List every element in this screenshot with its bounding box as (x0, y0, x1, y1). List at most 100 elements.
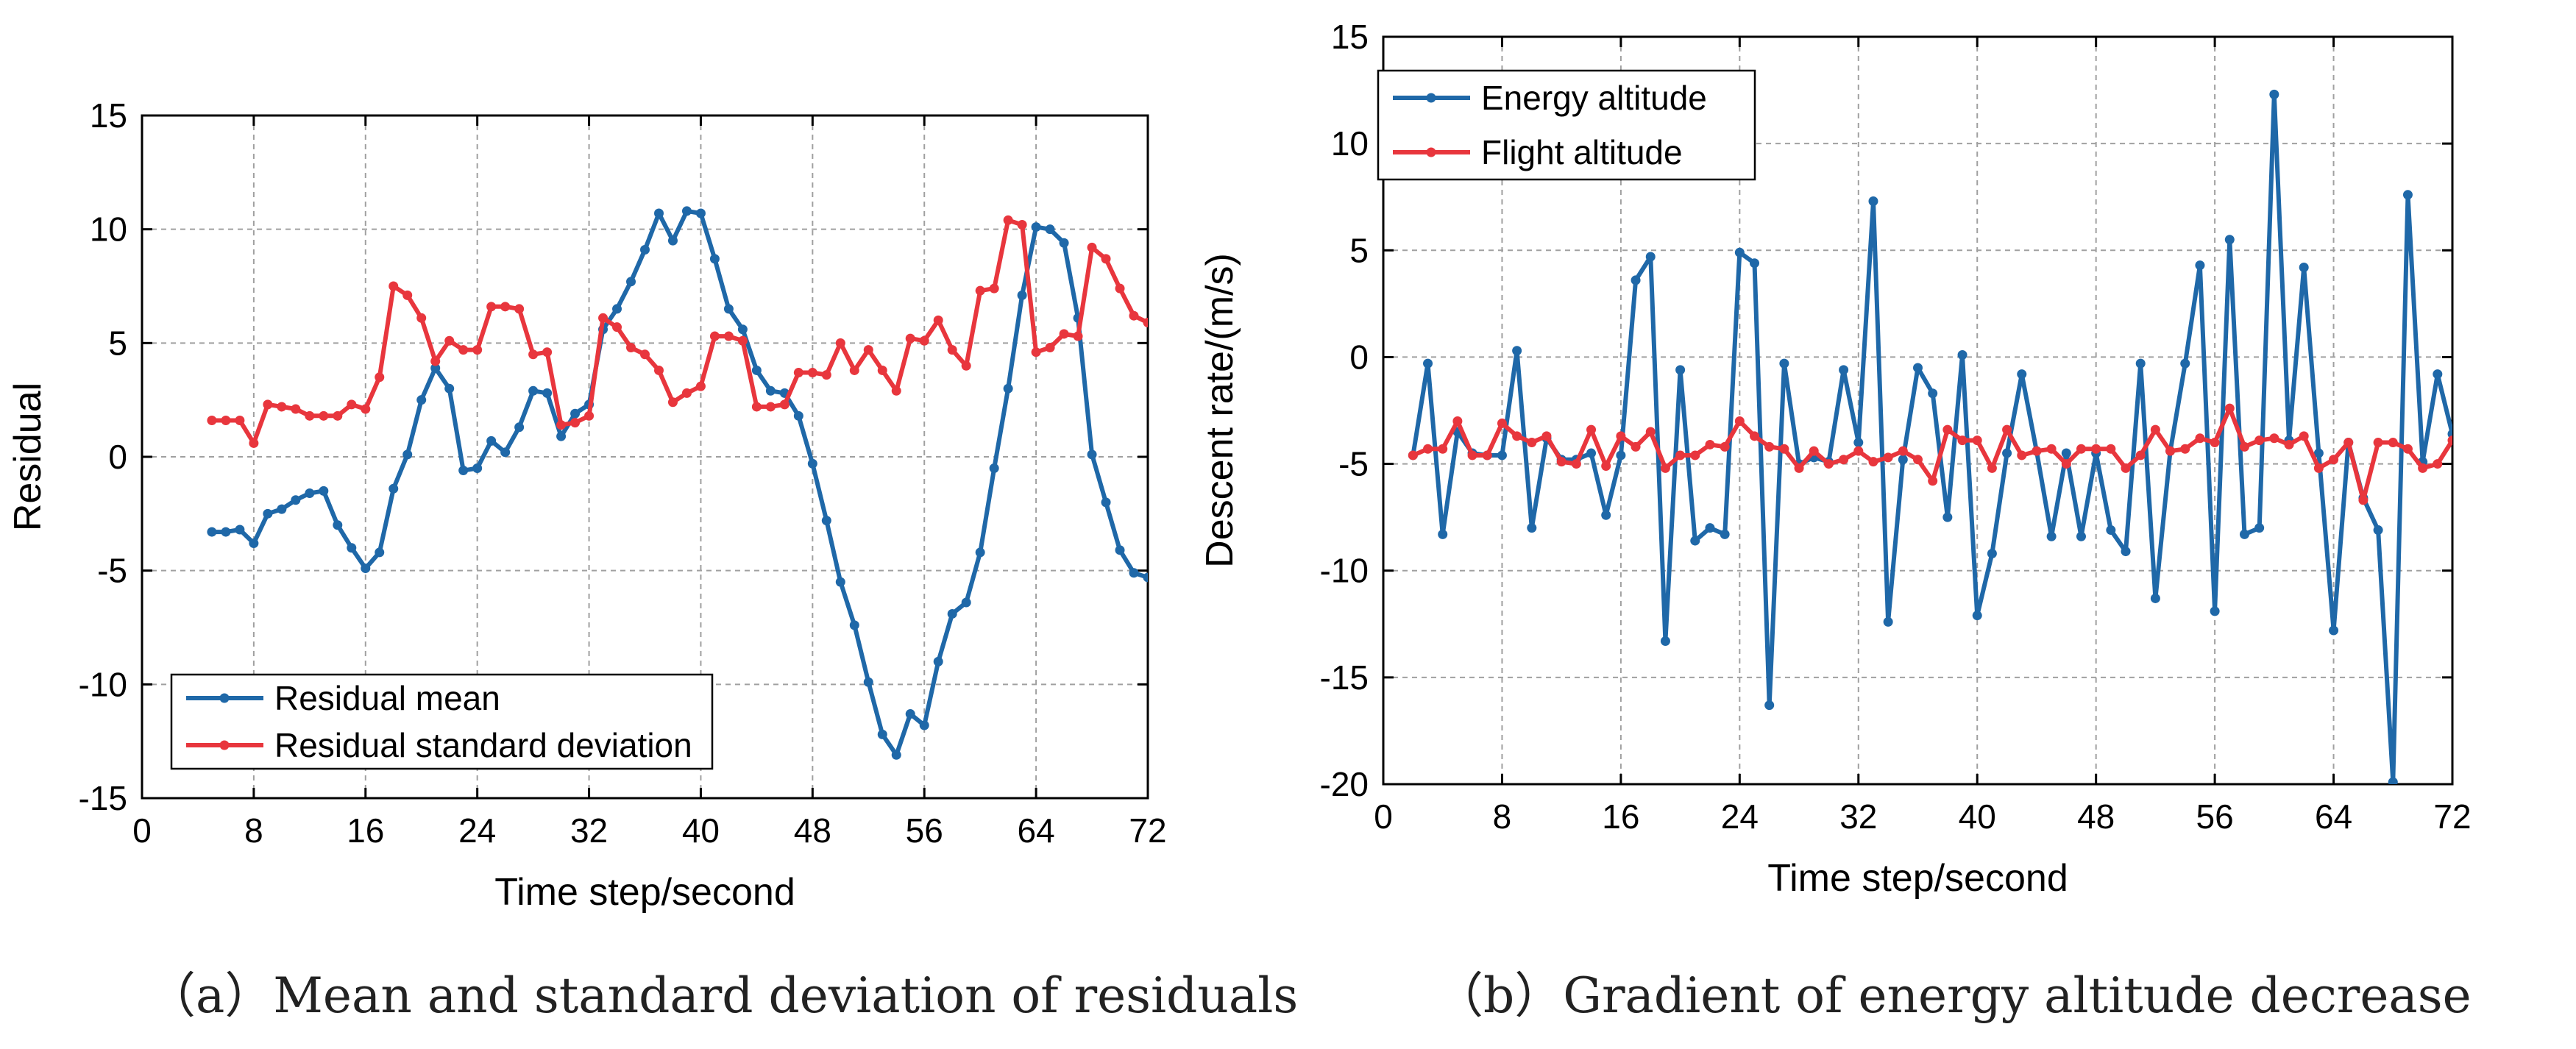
chart-b-series-1-point (1972, 435, 1982, 446)
chart-a-legend-marker-0 (219, 693, 230, 703)
chart-b-series-0-point (1705, 523, 1715, 533)
chart-a-series-1-point (1115, 283, 1125, 294)
chart-a-series-1-point (319, 410, 329, 421)
chart-a-series-0-point (849, 620, 859, 630)
chart-b-series-0-point (1779, 358, 1789, 369)
chart-b-series-1-point (1467, 450, 1477, 461)
chart-a-series-line-0 (211, 208, 1148, 758)
chart-a-series-1-point (570, 418, 581, 428)
chart-b-legend-box (1377, 69, 1756, 181)
chart-b-series-1-point (2210, 438, 2220, 448)
chart-b-series-1-point (1423, 444, 1433, 454)
chart-a-series-0-point (458, 466, 469, 476)
chart-b-series-1-point (2076, 444, 2086, 454)
chart-a-legend-label-0: Residual mean (274, 679, 500, 717)
chart-a-series-0-point (1003, 383, 1013, 394)
chart-a-series-1-point (444, 335, 455, 346)
chart-a-ytick-label: 5 (108, 324, 127, 362)
chart-b-series-1-point (2017, 450, 2027, 461)
chart-a-series-0-point (333, 520, 343, 530)
chart-b-series-1-point (1586, 424, 1597, 435)
chart-b-series-0-point (2061, 448, 2071, 458)
chart-b-series-1-point (2402, 444, 2413, 454)
chart-a-series-1-point (361, 404, 371, 414)
chart-a-legend-marker-1 (219, 740, 230, 750)
chart-a-series-1-point (849, 365, 859, 375)
chart-b-series-1-point (2284, 439, 2294, 449)
chart-a-series-1-point (737, 335, 748, 346)
chart-b: 0 8 16 24 32 40 48 56 64 72 -20 -15 -10 -5 0 5 10 15 Time … (1199, 18, 2472, 900)
chart-a-series-0-point (640, 245, 650, 255)
chart-b-series-1-point (2299, 431, 2309, 441)
chart-b-series-0-point (2135, 358, 2146, 369)
chart-a-series-1-point (305, 410, 315, 421)
chart-a-xtick-label: 0 (132, 811, 152, 850)
chart-b-series-1-point (1720, 441, 1730, 452)
chart-a-series-0-point (263, 508, 273, 519)
chart-a-ytick-label: 15 (90, 96, 127, 135)
chart-a-series-0-point (1045, 224, 1055, 235)
chart-b-series-1-point (1809, 446, 1819, 456)
chart-a-series-line-1 (211, 218, 1148, 446)
chart-a-series-0-point (681, 206, 692, 216)
chart-b-series-1-point (1601, 461, 1611, 471)
chart-b-series-1-point (2358, 495, 2369, 505)
chart-a-series-1-point (1143, 317, 1148, 327)
chart-b-series-0-point (2433, 369, 2443, 380)
chart-b-series-0-point (1868, 196, 1878, 207)
chart-a-series-1-point (919, 335, 929, 346)
chart-b-series-1-point (2239, 441, 2249, 452)
chart-b-series-0-point (1690, 536, 1700, 546)
chart-b-ytick-label: 5 (1349, 231, 1369, 269)
chart-a-ytick-label: 10 (90, 210, 127, 249)
chart-a-series-1-point (416, 313, 427, 323)
chart-b-series-1-point (2329, 455, 2339, 465)
chart-b-series-1-point (2121, 463, 2131, 473)
chart-a-series-1-point (1017, 219, 1027, 230)
chart-b-series-1-point (1690, 450, 1700, 461)
chart-a-series-0-point (835, 577, 845, 587)
chart-a-series-0-point (626, 277, 636, 287)
chart-b-ytick-label: -5 (1338, 445, 1369, 483)
chart-b-series-0-point (2017, 369, 2027, 380)
chart-b-series-0-point (1883, 616, 1893, 627)
chart-a-series-0-point (751, 365, 762, 375)
chart-a-series-1-point (905, 333, 915, 344)
chart-a-xtick-label: 40 (682, 811, 720, 850)
chart-a-series-1-point (807, 368, 817, 378)
chart-a-series-0-point (975, 547, 985, 558)
chart-a-series-0-point (347, 543, 357, 553)
chart-a-series-0-point (319, 486, 329, 496)
chart-a-series-1-point (793, 368, 803, 378)
chart-b-xtick-label: 8 (1493, 797, 1512, 836)
chart-b-series-1-point (1705, 439, 1715, 449)
chart-a-series-1-point (221, 416, 231, 426)
chart-a-xtick-label: 24 (458, 811, 496, 850)
chart-a-ytick-label: 0 (108, 438, 127, 476)
chart-a-series-1-point (249, 438, 259, 448)
chart-b-series-1-point (1750, 431, 1760, 441)
chart-a-series-0-point (361, 563, 371, 574)
chart-a-series-1-point (1059, 329, 1069, 339)
chart-b-series-0-point (2180, 358, 2190, 369)
chart-b-series-1-point (2046, 444, 2057, 454)
chart-a-series-1-point (1073, 331, 1083, 341)
chart-b-series-1-point (1512, 431, 1522, 441)
chart-a-series-0-point (863, 677, 873, 687)
chart-b-series-group (1408, 89, 2452, 784)
chart-a-ytick-label: -10 (79, 665, 127, 703)
chart-b-series-1-point (1883, 452, 1893, 463)
chart-b-series-1-point (1541, 431, 1552, 441)
chart-a-series-0-point (933, 656, 943, 666)
chart-a-series-1-point (430, 356, 441, 366)
chart-b-series-1-point (2061, 459, 2071, 469)
chart-b-series-1-point (1571, 459, 1581, 469)
chart-b-series-1-point (2343, 438, 2354, 448)
chart-b-series-0-point (1898, 455, 1908, 465)
chart-b-ytick-label: -20 (1320, 765, 1369, 803)
chart-b-series-1-point (1913, 455, 1923, 465)
chart-a-series-1-point (556, 420, 567, 430)
chart-b-series-0-point (1913, 363, 1923, 373)
chart-b-series-0-point (1928, 388, 1938, 399)
